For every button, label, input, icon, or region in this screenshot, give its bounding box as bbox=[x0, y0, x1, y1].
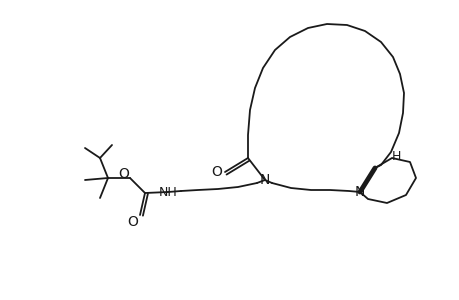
Text: H: H bbox=[391, 149, 401, 163]
Text: O: O bbox=[118, 167, 129, 181]
Text: N: N bbox=[259, 173, 269, 187]
Text: O: O bbox=[211, 165, 222, 179]
Text: O: O bbox=[127, 215, 138, 229]
Text: N: N bbox=[354, 185, 364, 199]
Text: NH: NH bbox=[158, 185, 177, 199]
